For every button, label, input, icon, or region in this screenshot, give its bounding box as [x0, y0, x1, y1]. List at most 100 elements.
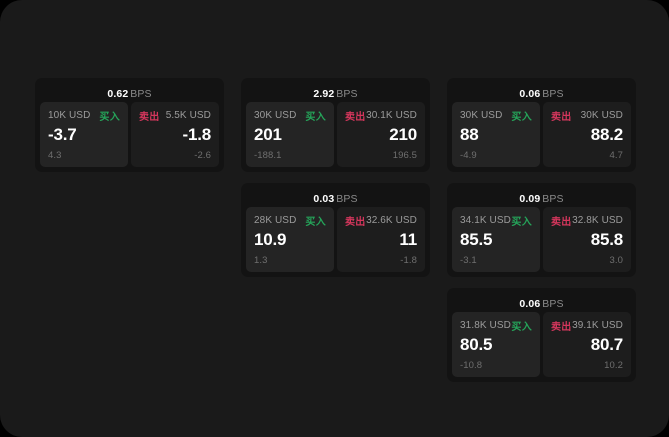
price-row: 10.9 — [254, 230, 326, 249]
sell-size-label: 39.1K USD — [572, 320, 623, 331]
price-row: 85.8 — [551, 230, 623, 249]
sell-panel[interactable]: 卖出 39.1K USD 80.7 10.2 — [543, 312, 631, 377]
buy-price: 10.9 — [254, 230, 287, 249]
sell-panel[interactable]: 卖出 30K USD 88.2 4.7 — [543, 102, 631, 167]
sell-price: 11 — [399, 230, 417, 249]
buy-size-label: 28K USD — [254, 215, 297, 226]
bps-value: 0.06 — [519, 88, 541, 100]
buy-size-label: 30K USD — [254, 110, 297, 121]
panel-header: 10K USD 买入 — [48, 109, 120, 123]
sell-badge: 卖出 — [345, 112, 366, 123]
sell-size-label: 32.6K USD — [366, 215, 417, 226]
sell-panel[interactable]: 卖出 5.5K USD -1.8 -2.6 — [131, 102, 219, 167]
buy-price: 201 — [254, 125, 282, 144]
sell-panel[interactable]: 卖出 32.6K USD 11 -1.8 — [337, 207, 425, 272]
buy-badge: 买入 — [99, 112, 120, 123]
quote-card[interactable]: 0.06 BPS 30K USD 买入 88 -4.9 卖出 30K USD 88.2 4.7 — [447, 78, 636, 172]
quote-card[interactable]: 2.92 BPS 30K USD 买入 201 -188.1 卖出 30.1K USD 210 1… — [241, 78, 430, 172]
card-body: 10K USD 买入 -3.7 4.3 卖出 5.5K USD -1.8 -2.6 — [40, 102, 219, 167]
sell-delta: 10.2 — [604, 360, 623, 371]
sell-size-label: 30K USD — [580, 110, 623, 121]
buy-delta: -10.8 — [460, 360, 483, 371]
panel-header: 卖出 5.5K USD — [139, 109, 211, 123]
delta-row: 3.0 — [551, 255, 623, 266]
sell-badge: 卖出 — [551, 217, 572, 228]
buy-delta: 1.3 — [254, 255, 268, 266]
sell-price: 210 — [389, 125, 417, 144]
buy-size-label: 30K USD — [460, 110, 503, 121]
buy-size-label: 31.8K USD — [460, 320, 511, 331]
delta-row: 4.7 — [551, 150, 623, 161]
buy-badge: 买入 — [511, 217, 532, 228]
quote-card-grid: 0.62 BPS 10K USD 买入 -3.7 4.3 卖出 5.5K USD -1.8 -2.… — [35, 78, 636, 390]
panel-header: 卖出 32.8K USD — [551, 214, 623, 228]
buy-panel[interactable]: 30K USD 买入 88 -4.9 — [452, 102, 540, 167]
sell-price: 80.7 — [590, 335, 623, 354]
panel-header: 30K USD 买入 — [460, 109, 532, 123]
sell-size-label: 30.1K USD — [366, 110, 417, 121]
sell-price: 85.8 — [590, 230, 623, 249]
buy-panel[interactable]: 31.8K USD 买入 80.5 -10.8 — [452, 312, 540, 377]
price-row: 80.7 — [551, 335, 623, 354]
delta-row: 4.3 — [48, 150, 120, 161]
sell-panel[interactable]: 卖出 30.1K USD 210 196.5 — [337, 102, 425, 167]
sell-delta: 4.7 — [609, 150, 623, 161]
price-row: 88 — [460, 125, 532, 144]
bps-value: 2.92 — [313, 88, 335, 100]
quote-card[interactable]: 0.62 BPS 10K USD 买入 -3.7 4.3 卖出 5.5K USD -1.8 -2.… — [35, 78, 224, 172]
buy-badge: 买入 — [305, 217, 326, 228]
panel-header: 28K USD 买入 — [254, 214, 326, 228]
delta-row: 1.3 — [254, 255, 326, 266]
price-row: 201 — [254, 125, 326, 144]
card-body: 28K USD 买入 10.9 1.3 卖出 32.6K USD 11 -1.8 — [246, 207, 425, 272]
buy-price: 80.5 — [460, 335, 493, 354]
buy-delta: -3.1 — [460, 255, 477, 266]
buy-delta: -188.1 — [254, 150, 282, 161]
bps-header: 0.06 BPS — [452, 83, 631, 102]
quote-card[interactable]: 0.09 BPS 34.1K USD 买入 85.5 -3.1 卖出 32.8K USD 85.… — [447, 183, 636, 277]
bps-value: 0.62 — [107, 88, 129, 100]
buy-panel[interactable]: 28K USD 买入 10.9 1.3 — [246, 207, 334, 272]
sell-price: -1.8 — [182, 125, 212, 144]
sell-price: 88.2 — [590, 125, 623, 144]
sell-badge: 卖出 — [139, 112, 160, 123]
buy-panel[interactable]: 10K USD 买入 -3.7 4.3 — [40, 102, 128, 167]
panel-header: 卖出 39.1K USD — [551, 319, 623, 333]
panel-header: 卖出 30.1K USD — [345, 109, 417, 123]
delta-row: -1.8 — [345, 255, 417, 266]
delta-row: -188.1 — [254, 150, 326, 161]
price-row: 85.5 — [460, 230, 532, 249]
delta-row: -4.9 — [460, 150, 532, 161]
quote-column: 0.06 BPS 30K USD 买入 88 -4.9 卖出 30K USD 88.2 4.7 0.… — [447, 78, 636, 382]
quote-card[interactable]: 0.06 BPS 31.8K USD 买入 80.5 -10.8 卖出 39.1K USD 80… — [447, 288, 636, 382]
buy-panel[interactable]: 30K USD 买入 201 -188.1 — [246, 102, 334, 167]
bps-value: 0.09 — [519, 193, 541, 205]
delta-row: 196.5 — [345, 150, 417, 161]
buy-badge: 买入 — [511, 112, 532, 123]
quote-card[interactable]: 0.03 BPS 28K USD 买入 10.9 1.3 卖出 32.6K USD 11 -1.8 — [241, 183, 430, 277]
bps-unit-label: BPS — [542, 298, 564, 310]
bps-header: 0.06 BPS — [452, 293, 631, 312]
sell-delta: -1.8 — [400, 255, 417, 266]
panel-header: 30K USD 买入 — [254, 109, 326, 123]
sell-panel[interactable]: 卖出 32.8K USD 85.8 3.0 — [543, 207, 631, 272]
quote-column: 0.62 BPS 10K USD 买入 -3.7 4.3 卖出 5.5K USD -1.8 -2.… — [35, 78, 224, 172]
buy-price: -3.7 — [48, 125, 77, 144]
buy-size-label: 10K USD — [48, 110, 91, 121]
bps-header: 0.09 BPS — [452, 188, 631, 207]
buy-panel[interactable]: 34.1K USD 买入 85.5 -3.1 — [452, 207, 540, 272]
sell-size-label: 32.8K USD — [572, 215, 623, 226]
bps-unit-label: BPS — [542, 88, 564, 100]
buy-delta: 4.3 — [48, 150, 62, 161]
sell-delta: 196.5 — [392, 150, 417, 161]
buy-badge: 买入 — [511, 322, 532, 333]
panel-header: 卖出 32.6K USD — [345, 214, 417, 228]
delta-row: 10.2 — [551, 360, 623, 371]
price-row: 210 — [345, 125, 417, 144]
sell-size-label: 5.5K USD — [165, 110, 211, 121]
buy-price: 85.5 — [460, 230, 493, 249]
panel-header: 34.1K USD 买入 — [460, 214, 532, 228]
price-row: -3.7 — [48, 125, 120, 144]
price-row: 11 — [345, 230, 417, 249]
